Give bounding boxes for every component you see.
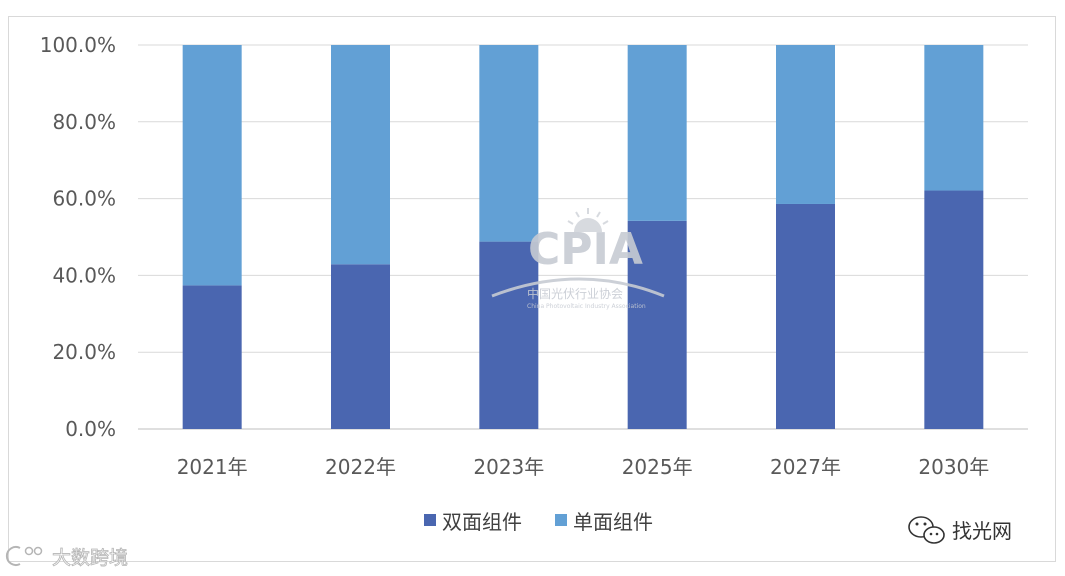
- bar-monofacial: [331, 45, 390, 265]
- bar-bifacial: [479, 241, 539, 429]
- legend-swatch-bifacial: [424, 514, 436, 526]
- cpia-logo-english: China Photovoltaic Industry Association: [527, 303, 646, 310]
- y-tick-label: 60.0%: [52, 187, 116, 211]
- bar-monofacial: [924, 45, 984, 191]
- y-tick-label: 20.0%: [52, 340, 116, 364]
- y-tick-label: 0.0%: [65, 417, 116, 441]
- bar-bifacial: [627, 220, 687, 429]
- x-tick-label: 2025年: [622, 455, 693, 479]
- bar-monofacial: [182, 45, 242, 286]
- x-axis-ticks: 2021年 2022年 2023年 2025年 2027年 2030年: [177, 455, 990, 479]
- cpia-logo-subtitle: 中国光伏行业协会: [527, 286, 623, 301]
- bar-monofacial: [479, 45, 539, 242]
- x-tick-label: 2022年: [325, 455, 396, 479]
- bottom-left-watermark-text: 大数跨境: [52, 547, 128, 569]
- bottom-right-watermark-text: 找光网: [952, 519, 1012, 543]
- bar-monofacial: [776, 45, 835, 204]
- x-tick-label: 2023年: [473, 455, 544, 479]
- wechat-icon: [908, 516, 945, 544]
- bars: [182, 45, 984, 429]
- bar-bifacial: [331, 264, 390, 429]
- legend-label-bifacial: 双面组件: [442, 510, 522, 534]
- legend: 双面组件 单面组件: [424, 510, 653, 534]
- y-axis-ticks: 0.0% 20.0% 40.0% 60.0% 80.0% 100.0%: [40, 33, 116, 441]
- gridlines: [138, 44, 1028, 430]
- y-tick-label: 40.0%: [52, 263, 116, 287]
- bar-bifacial: [924, 190, 984, 429]
- sun-icon: [567, 208, 609, 232]
- bottom-left-watermark: 大数跨境: [5, 546, 128, 569]
- y-tick-label: 100.0%: [40, 33, 116, 57]
- bar-monofacial: [627, 45, 687, 221]
- x-tick-label: 2030年: [918, 455, 989, 479]
- watermark-arc: [491, 277, 665, 298]
- x-tick-label: 2027年: [770, 455, 841, 479]
- legend-label-monofacial: 单面组件: [573, 510, 653, 534]
- cpia-watermark: CPIA 中国光伏行业协会 China Photovoltaic Industr…: [491, 208, 665, 310]
- legend-swatch-monofacial: [555, 514, 567, 526]
- x-tick-label: 2021年: [177, 455, 248, 479]
- bar-bifacial: [182, 285, 242, 429]
- bar-bifacial: [776, 203, 835, 429]
- bottom-right-watermark: 找光网: [908, 516, 1012, 544]
- cpia-logo-text: CPIA: [528, 224, 643, 275]
- brand-icon: [5, 546, 43, 566]
- y-tick-label: 80.0%: [52, 110, 116, 134]
